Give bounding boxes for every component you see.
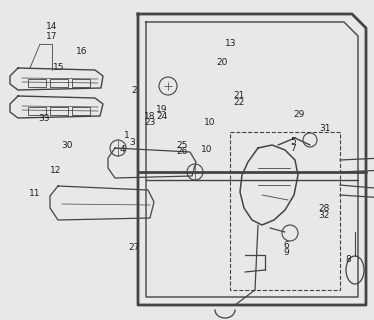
Text: 20: 20: [217, 58, 228, 67]
Text: 5: 5: [290, 137, 296, 146]
Text: 19: 19: [156, 105, 167, 114]
Text: 9: 9: [283, 248, 289, 257]
Bar: [230, 132, 340, 290]
Bar: [72, 107, 90, 115]
Text: 30: 30: [61, 141, 72, 150]
Text: 13: 13: [226, 39, 237, 48]
Text: 21: 21: [233, 91, 244, 100]
Text: 23: 23: [144, 118, 155, 127]
Text: 22: 22: [233, 98, 244, 107]
Text: 12: 12: [50, 166, 61, 175]
Bar: [28, 79, 46, 87]
Text: 25: 25: [176, 141, 187, 150]
Text: 4: 4: [119, 145, 125, 154]
Text: 15: 15: [53, 63, 65, 72]
Text: 10: 10: [202, 145, 213, 154]
Text: 10: 10: [204, 118, 215, 127]
Text: 17: 17: [46, 32, 57, 41]
Bar: [50, 79, 68, 87]
Text: 24: 24: [156, 112, 167, 121]
Text: 31: 31: [320, 124, 331, 132]
Text: 26: 26: [176, 147, 187, 156]
Text: 8: 8: [345, 255, 351, 264]
Text: 1: 1: [124, 131, 130, 140]
Text: 14: 14: [46, 22, 57, 31]
Text: 11: 11: [30, 189, 41, 198]
Text: 3: 3: [129, 138, 135, 147]
Text: 27: 27: [128, 243, 140, 252]
Text: 28: 28: [318, 204, 329, 213]
Text: 6: 6: [283, 241, 289, 250]
Text: 7: 7: [290, 144, 296, 153]
Bar: [50, 107, 68, 115]
Text: 16: 16: [76, 47, 87, 56]
Text: 18: 18: [144, 112, 155, 121]
Text: 29: 29: [294, 110, 305, 119]
Text: 33: 33: [39, 114, 50, 123]
Text: 2: 2: [131, 86, 137, 95]
Bar: [28, 107, 46, 115]
Bar: [72, 79, 90, 87]
Text: 32: 32: [318, 211, 329, 220]
